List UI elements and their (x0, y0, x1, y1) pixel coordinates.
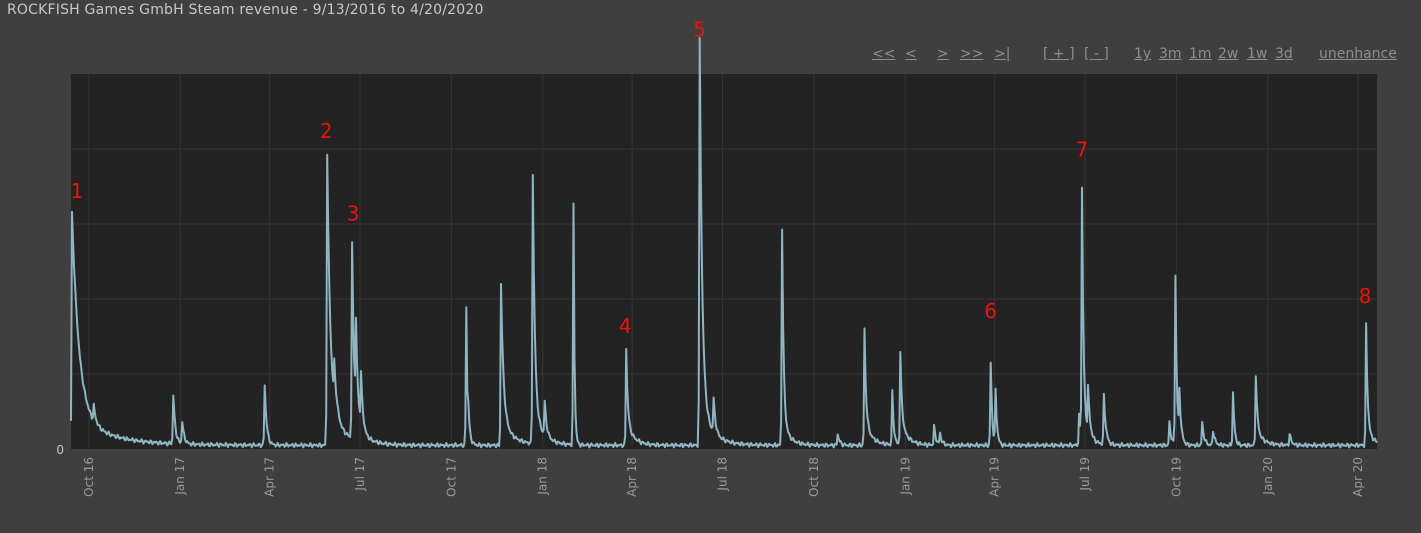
annotation-label: 4 (619, 314, 632, 338)
x-tick-label: Apr 19 (988, 457, 1002, 497)
x-tick-label: Jan 19 (898, 457, 912, 496)
nav-first-link[interactable]: << (872, 46, 896, 62)
nav-last-link[interactable]: >| (994, 46, 1011, 62)
x-tick-label: Apr 18 (625, 457, 639, 497)
unenhance-link[interactable]: unenhance (1319, 46, 1397, 62)
annotation-label: 7 (1076, 138, 1089, 162)
x-tick-label: Oct 18 (807, 457, 821, 497)
x-tick-label: Oct 19 (1169, 457, 1183, 497)
x-tick-label: Oct 17 (444, 457, 458, 497)
range-3d-link[interactable]: 3d (1275, 46, 1293, 62)
x-tick-label: Oct 16 (82, 457, 96, 497)
nav-next-page-link[interactable]: >> (960, 46, 984, 62)
nav-prev-link[interactable]: < (905, 46, 917, 62)
x-tick-label: Jan 20 (1261, 457, 1275, 496)
range-1m-link[interactable]: 1m (1189, 46, 1212, 62)
range-1y-link[interactable]: 1y (1134, 46, 1152, 62)
annotation-label: 1 (71, 179, 84, 203)
x-tick-label: Jan 17 (173, 457, 187, 496)
x-tick-label: Jul 18 (716, 457, 730, 492)
range-3m-link[interactable]: 3m (1159, 46, 1182, 62)
annotation-label: 8 (1359, 284, 1372, 308)
x-tick-label: Jul 17 (353, 457, 367, 492)
zoom-in-link[interactable]: [ + ] (1043, 46, 1075, 62)
annotation-label: 2 (320, 119, 333, 143)
annotation-label: 5 (693, 18, 706, 42)
x-tick-label: Apr 17 (263, 457, 277, 497)
range-2w-link[interactable]: 2w (1218, 46, 1239, 62)
annotation-label: 3 (347, 201, 360, 225)
chart-navigation: << < > >> >| [ + ] [ - ] 1y 3m 1m 2w 1w … (0, 46, 1421, 64)
x-tick-label: Jul 19 (1078, 457, 1092, 492)
x-tick-label: Apr 20 (1351, 457, 1365, 497)
zoom-out-link[interactable]: [ - ] (1084, 46, 1109, 62)
annotation-label: 6 (984, 299, 997, 323)
y-tick-label: 0 (56, 443, 64, 457)
plot-area (71, 74, 1377, 449)
chart-title: ROCKFISH Games GmbH Steam revenue - 9/13… (7, 2, 484, 18)
range-1w-link[interactable]: 1w (1247, 46, 1268, 62)
nav-next-link[interactable]: > (937, 46, 949, 62)
x-tick-label: Jan 18 (536, 457, 550, 496)
revenue-series-line (70, 37, 1378, 449)
